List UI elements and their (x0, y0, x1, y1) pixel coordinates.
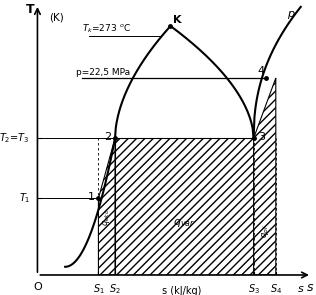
Text: $q_{var}$: $q_{var}$ (173, 217, 195, 229)
Text: p: p (288, 9, 295, 19)
Text: $q_{př}$: $q_{př}$ (261, 224, 272, 238)
Polygon shape (115, 138, 254, 275)
Text: $S_1$: $S_1$ (93, 282, 104, 295)
Text: 2: 2 (105, 132, 112, 142)
Polygon shape (98, 138, 115, 275)
Text: $S_4$: $S_4$ (270, 282, 282, 295)
Text: $T_1$: $T_1$ (19, 191, 31, 205)
Text: 4: 4 (257, 66, 264, 76)
Text: $T_2$=$T_3$: $T_2$=$T_3$ (0, 131, 29, 145)
Text: 1: 1 (88, 192, 95, 202)
Text: $S_3$: $S_3$ (248, 282, 260, 295)
Text: p=22,5 MPa: p=22,5 MPa (76, 68, 131, 77)
Text: K: K (173, 15, 182, 25)
Polygon shape (254, 78, 276, 275)
Text: T: T (26, 3, 35, 16)
Text: (K): (K) (50, 13, 64, 23)
Text: s (kJ/kg): s (kJ/kg) (162, 286, 201, 295)
Text: s: s (307, 281, 314, 294)
Text: $S_2$: $S_2$ (109, 282, 121, 295)
Text: 3: 3 (258, 132, 265, 142)
Text: $q_{eko}$: $q_{eko}$ (101, 209, 112, 226)
Text: $T_k$=273 $^o$C: $T_k$=273 $^o$C (82, 22, 131, 35)
Text: O: O (33, 282, 42, 292)
Text: s: s (298, 284, 304, 294)
